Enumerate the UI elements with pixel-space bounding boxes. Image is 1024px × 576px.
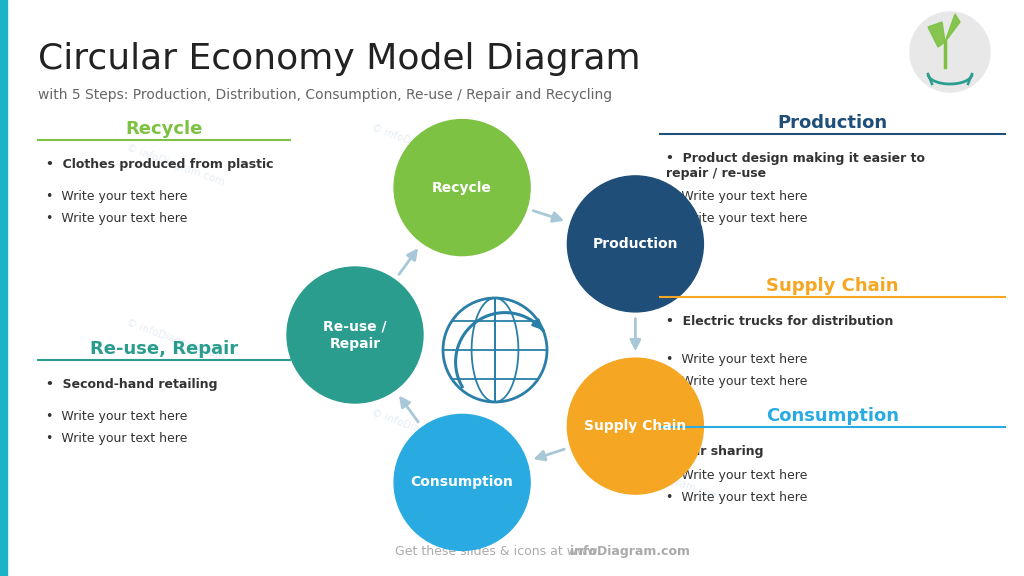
Text: Consumption: Consumption: [766, 407, 899, 425]
Text: •  Write your text here: • Write your text here: [46, 432, 187, 445]
Text: Recycle: Recycle: [432, 181, 493, 195]
Text: Recycle: Recycle: [125, 120, 203, 138]
Text: Supply Chain: Supply Chain: [766, 277, 899, 295]
Text: Supply Chain: Supply Chain: [585, 419, 686, 433]
Text: Get these slides & icons at www.: Get these slides & icons at www.: [395, 545, 600, 558]
Text: Production: Production: [593, 237, 678, 251]
Circle shape: [394, 414, 530, 551]
Text: •  Car sharing: • Car sharing: [666, 445, 764, 458]
Text: © infoDiagram.com: © infoDiagram.com: [370, 123, 470, 168]
Text: with 5 Steps: Production, Distribution, Consumption, Re-use / Repair and Recycli: with 5 Steps: Production, Distribution, …: [38, 88, 612, 102]
Text: Re-use, Repair: Re-use, Repair: [90, 340, 238, 358]
Polygon shape: [945, 14, 961, 42]
Text: •  Write your text here: • Write your text here: [46, 410, 187, 423]
Text: •  Write your text here: • Write your text here: [666, 491, 807, 504]
Text: •  Write your text here: • Write your text here: [666, 469, 807, 482]
Bar: [0, 0, 7, 576]
Text: © infoDiagram.com: © infoDiagram.com: [370, 408, 470, 452]
Text: •  Write your text here: • Write your text here: [666, 353, 807, 366]
Text: •  Write your text here: • Write your text here: [46, 212, 187, 225]
Circle shape: [910, 12, 990, 92]
Text: Re-use /
Repair: Re-use / Repair: [324, 319, 387, 351]
Text: •  Second-hand retailing: • Second-hand retailing: [46, 378, 217, 391]
Text: •  Clothes produced from plastic: • Clothes produced from plastic: [46, 158, 273, 171]
Text: •  Write your text here: • Write your text here: [666, 375, 807, 388]
Text: •  Write your text here: • Write your text here: [46, 190, 187, 203]
Circle shape: [287, 267, 423, 403]
Text: © infoDiagram.com: © infoDiagram.com: [125, 142, 225, 187]
Text: •  Product design making it easier to
repair / re-use: • Product design making it easier to rep…: [666, 152, 925, 180]
Text: © infoDiagram.com: © infoDiagram.com: [620, 457, 721, 502]
Circle shape: [567, 358, 703, 494]
Circle shape: [394, 120, 530, 256]
Text: Circular Economy Model Diagram: Circular Economy Model Diagram: [38, 42, 641, 76]
Text: Production: Production: [777, 114, 888, 132]
Polygon shape: [928, 22, 945, 47]
Text: infoDiagram.com: infoDiagram.com: [570, 545, 690, 558]
Circle shape: [567, 176, 703, 312]
Text: © infoDiagram.com: © infoDiagram.com: [125, 317, 225, 362]
Text: •  Write your text here: • Write your text here: [666, 212, 807, 225]
Text: •  Write your text here: • Write your text here: [666, 190, 807, 203]
Text: •  Electric trucks for distribution: • Electric trucks for distribution: [666, 315, 893, 328]
Text: Consumption: Consumption: [411, 475, 514, 490]
